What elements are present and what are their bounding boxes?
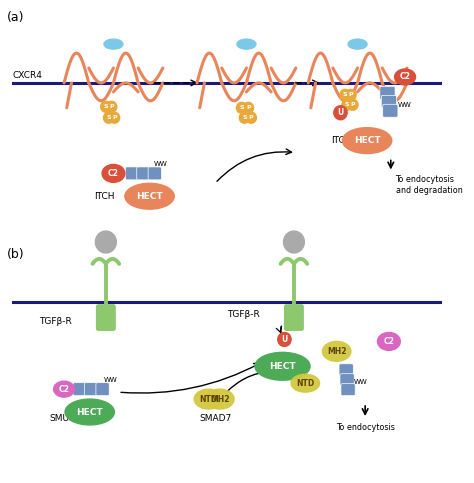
FancyBboxPatch shape [339, 364, 353, 376]
Text: C2: C2 [400, 72, 410, 82]
Circle shape [243, 102, 254, 113]
Text: P: P [249, 115, 254, 120]
FancyBboxPatch shape [383, 104, 398, 117]
FancyBboxPatch shape [340, 374, 354, 385]
FancyBboxPatch shape [137, 167, 150, 180]
Text: SMURF2: SMURF2 [49, 414, 86, 424]
Text: To endocytosis
and degradation: To endocytosis and degradation [395, 175, 462, 195]
Circle shape [340, 89, 350, 100]
Circle shape [103, 112, 114, 123]
FancyBboxPatch shape [341, 384, 355, 396]
FancyBboxPatch shape [148, 167, 162, 180]
Circle shape [109, 112, 119, 123]
Text: C2: C2 [59, 384, 70, 394]
Ellipse shape [377, 332, 401, 350]
Text: (b): (b) [7, 248, 25, 261]
Ellipse shape [125, 184, 174, 209]
Circle shape [342, 99, 352, 110]
Text: TGFβ-R: TGFβ-R [39, 316, 72, 326]
Ellipse shape [194, 389, 223, 409]
Circle shape [95, 231, 116, 253]
Text: U: U [337, 108, 344, 117]
Ellipse shape [104, 39, 123, 49]
Text: (a): (a) [7, 11, 25, 24]
Text: WW: WW [104, 377, 118, 383]
Text: MH2: MH2 [210, 395, 229, 404]
Text: P: P [112, 115, 117, 120]
Text: CXCR4: CXCR4 [13, 71, 43, 80]
Text: S: S [242, 115, 247, 120]
Circle shape [346, 89, 356, 100]
Ellipse shape [54, 381, 74, 397]
Text: TGFβ-R: TGFβ-R [228, 310, 260, 319]
Text: NTD: NTD [296, 379, 314, 388]
Circle shape [347, 99, 358, 110]
Circle shape [106, 101, 117, 112]
Ellipse shape [342, 128, 392, 154]
Circle shape [239, 112, 250, 123]
Text: WW: WW [154, 161, 167, 168]
Ellipse shape [291, 374, 319, 392]
FancyBboxPatch shape [380, 86, 395, 99]
Text: U: U [281, 335, 288, 344]
Ellipse shape [237, 39, 256, 49]
Ellipse shape [322, 341, 351, 361]
Circle shape [283, 231, 304, 253]
Text: HECT: HECT [354, 136, 380, 145]
Text: ITCH: ITCH [331, 136, 351, 145]
Circle shape [246, 112, 256, 123]
Ellipse shape [65, 399, 114, 425]
Text: WW: WW [354, 379, 367, 385]
Text: S: S [103, 104, 108, 109]
FancyBboxPatch shape [381, 95, 396, 108]
Ellipse shape [102, 164, 125, 183]
FancyBboxPatch shape [96, 304, 116, 331]
Ellipse shape [206, 389, 234, 409]
Text: S: S [343, 92, 347, 98]
FancyBboxPatch shape [84, 383, 98, 396]
Text: C2: C2 [383, 337, 394, 346]
FancyBboxPatch shape [73, 383, 86, 396]
Text: NTD: NTD [199, 395, 218, 404]
Text: S: S [239, 105, 244, 110]
Text: HECT: HECT [76, 408, 103, 416]
Text: C2: C2 [108, 169, 119, 178]
FancyBboxPatch shape [125, 167, 138, 180]
Circle shape [100, 101, 111, 112]
Text: SMAD7: SMAD7 [199, 414, 231, 423]
Text: HECT: HECT [269, 362, 296, 371]
Text: S: S [106, 115, 111, 120]
FancyBboxPatch shape [284, 304, 304, 331]
Text: P: P [246, 105, 251, 110]
Text: WW: WW [397, 102, 411, 108]
Circle shape [237, 102, 247, 113]
Text: ITCH: ITCH [94, 192, 115, 201]
Text: HECT: HECT [136, 192, 163, 201]
Ellipse shape [255, 353, 310, 380]
FancyBboxPatch shape [96, 383, 109, 396]
Text: To endocytosis: To endocytosis [336, 423, 394, 432]
Ellipse shape [348, 39, 367, 49]
Ellipse shape [394, 69, 416, 85]
Text: P: P [350, 102, 355, 107]
Text: P: P [109, 104, 114, 109]
Text: MH2: MH2 [327, 347, 346, 356]
Circle shape [334, 106, 347, 120]
Text: S: S [345, 102, 349, 107]
Text: P: P [348, 92, 353, 98]
Circle shape [278, 332, 291, 346]
